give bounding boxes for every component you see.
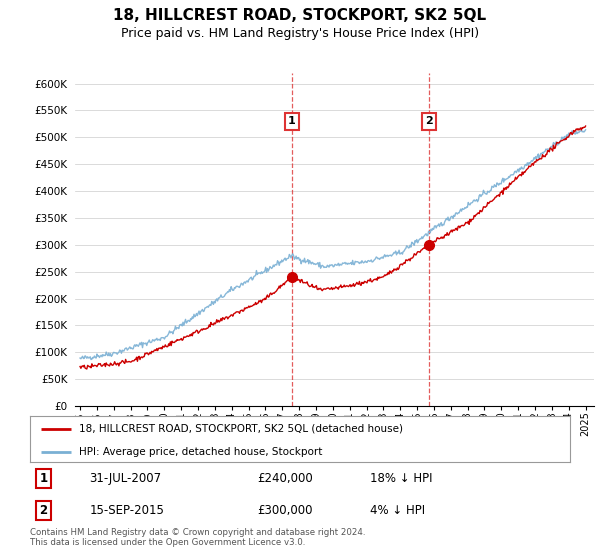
Text: £300,000: £300,000: [257, 504, 312, 517]
Text: HPI: Average price, detached house, Stockport: HPI: Average price, detached house, Stoc…: [79, 447, 322, 457]
Text: 31-JUL-2007: 31-JUL-2007: [89, 472, 161, 485]
Text: 15-SEP-2015: 15-SEP-2015: [89, 504, 164, 517]
Text: 1: 1: [288, 116, 296, 126]
Text: 2: 2: [40, 504, 47, 517]
Text: Contains HM Land Registry data © Crown copyright and database right 2024.
This d: Contains HM Land Registry data © Crown c…: [30, 528, 365, 547]
Text: 18% ↓ HPI: 18% ↓ HPI: [370, 472, 433, 485]
Text: 2: 2: [425, 116, 433, 126]
Text: 1: 1: [40, 472, 47, 485]
Text: 4% ↓ HPI: 4% ↓ HPI: [370, 504, 425, 517]
Text: £240,000: £240,000: [257, 472, 313, 485]
Text: Price paid vs. HM Land Registry's House Price Index (HPI): Price paid vs. HM Land Registry's House …: [121, 27, 479, 40]
Text: 18, HILLCREST ROAD, STOCKPORT, SK2 5QL: 18, HILLCREST ROAD, STOCKPORT, SK2 5QL: [113, 8, 487, 24]
Text: 18, HILLCREST ROAD, STOCKPORT, SK2 5QL (detached house): 18, HILLCREST ROAD, STOCKPORT, SK2 5QL (…: [79, 424, 403, 434]
